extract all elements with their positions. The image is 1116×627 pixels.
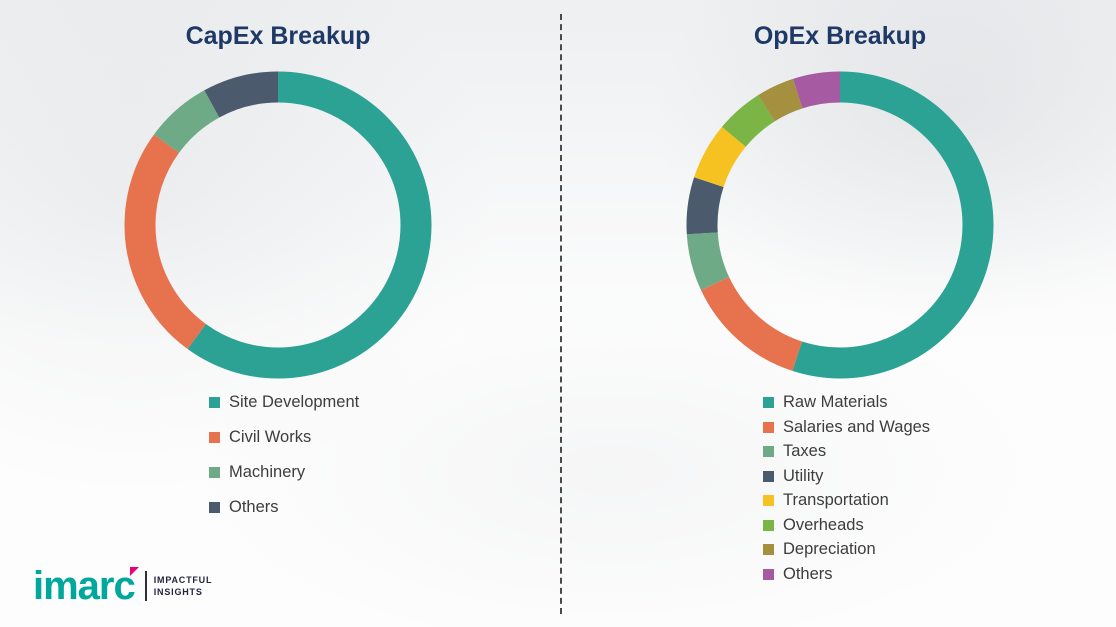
legend-label: Civil Works — [229, 428, 312, 446]
logo-wordmark: imarc — [33, 564, 136, 608]
legend-label: Others — [783, 564, 833, 583]
legend-label: Depreciation — [783, 540, 876, 558]
legend-swatch — [763, 568, 774, 580]
legend-item: Others — [209, 498, 359, 517]
legend-swatch — [763, 470, 774, 482]
capex-chart-title: CapEx Breakup — [185, 22, 371, 50]
legend-item: Utility — [763, 467, 930, 486]
legend-swatch — [763, 495, 774, 506]
opex-chart-title: OpEx Breakup — [753, 22, 927, 50]
legend-swatch — [209, 467, 220, 478]
legend-swatch — [209, 432, 220, 443]
legend-label: Machinery — [229, 463, 306, 481]
opex-donut-chart — [686, 71, 994, 379]
logo-wordmark-wrap: imarc — [33, 564, 139, 608]
donut-segment-utility — [686, 71, 994, 379]
legend-swatch — [763, 519, 774, 531]
logo-tagline: IMPACTFUL INSIGHTS — [154, 574, 213, 598]
divider-dashed-line — [560, 14, 562, 614]
legend-label: Taxes — [783, 442, 827, 460]
legend-item: Taxes — [763, 442, 930, 461]
legend-swatch — [763, 397, 774, 408]
legend-item: Salaries and Wages — [763, 418, 930, 437]
donut-segment-others — [686, 71, 994, 379]
opex-legend: Raw Materials Salaries and Wages Taxes Util… — [763, 393, 930, 584]
legend-item: Raw Materials — [763, 393, 930, 412]
legend-swatch — [209, 502, 220, 513]
logo-tagline-line1: IMPACTFUL — [153, 574, 213, 585]
legend-label: Others — [229, 498, 279, 516]
legend-item: Machinery — [209, 463, 359, 482]
legend-label: Overheads — [783, 515, 864, 534]
legend-item: Site Development — [209, 393, 359, 412]
legend-label: Utility — [783, 466, 824, 485]
legend-swatch — [763, 544, 774, 555]
capex-donut-chart — [124, 71, 432, 379]
legend-item: Overheads — [763, 516, 930, 535]
legend-swatch — [209, 397, 220, 408]
imarc-logo: imarc IMPACTFUL INSIGHTS — [33, 566, 212, 606]
legend-label: Raw Materials — [783, 393, 888, 411]
legend-item: Transportation — [763, 491, 930, 510]
capex-legend: Site Development Civil Works Machinery Othe… — [209, 393, 359, 517]
legend-label: Site Development — [229, 393, 360, 411]
logo-divider-bar — [144, 571, 147, 601]
legend-item: Depreciation — [763, 540, 930, 559]
logo-accent-triangle-icon — [129, 567, 139, 576]
legend-swatch — [763, 446, 774, 457]
legend-label: Salaries and Wages — [783, 417, 931, 436]
legend-item: Others — [763, 565, 930, 584]
donut-segment-others — [124, 71, 432, 379]
donut-segment-civil-works — [124, 71, 432, 379]
legend-label: Transportation — [783, 491, 889, 509]
legend-swatch — [763, 421, 774, 433]
legend-item: Civil Works — [209, 428, 359, 447]
logo-tagline-line2: INSIGHTS — [153, 587, 203, 597]
